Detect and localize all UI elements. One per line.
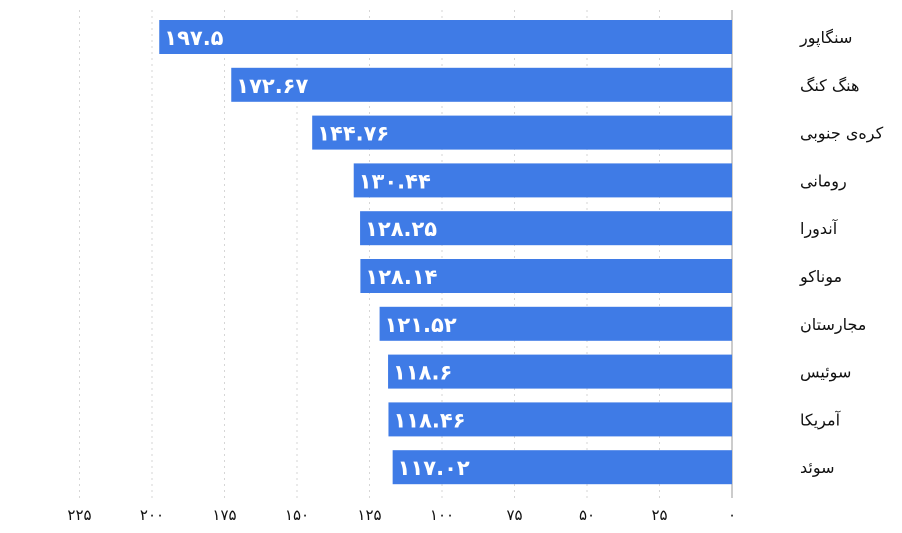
bar-7 [388,354,732,389]
bar-6 [379,306,732,341]
x-tick-label: ۵۰ [579,506,595,524]
bar-8 [388,402,732,437]
category-label: آمریکا [800,410,842,430]
category-label: کره‌ی جنوبی [800,124,884,144]
bar-1 [231,67,732,102]
category-labels: سنگاپور هنگ کنگ کره‌ی جنوبی رومانی آندورا مون… [799,28,884,478]
bar-value-label: ۱۱۷.۰۲ [398,456,470,480]
x-tick-label: ۱۰۰ [430,506,454,524]
bar-2 [312,115,732,150]
x-tick-label: ۲۲۵ [67,506,91,524]
category-label: آندورا [800,219,839,239]
category-label: مجارستان [800,315,866,335]
bar-value-label: ۱۹۷.۵ [164,26,223,50]
x-tick-label: ۷۵ [506,506,522,524]
category-label: سنگاپور [799,28,852,48]
bar-value-label: ۱۲۸.۱۴ [365,265,437,289]
x-axis-ticks: ۰ ۲۵ ۵۰ ۷۵ ۱۰۰ ۱۲۵ ۱۵۰ ۱۷۵ ۲۰۰ ۲۲۵ [67,506,736,524]
bars [159,20,732,485]
x-tick-label: ۱۷۵ [212,506,236,524]
bar-value-label: ۱۲۱.۵۲ [385,313,457,337]
x-tick-label: ۱۲۵ [357,506,381,524]
category-label: سوئیس [800,363,851,383]
category-label: موناکو [799,267,842,287]
bar-4 [360,211,732,246]
category-label: هنگ کنگ [800,76,859,95]
bar-value-label: ۱۲۸.۲۵ [365,217,437,241]
bar-5 [360,259,732,293]
category-label: سوئد [800,458,835,478]
bar-9 [392,450,732,485]
bar-value-labels: ۱۹۷.۵ ۱۷۲.۶۷ ۱۴۴.۷۶ ۱۳۰.۴۴ ۱۲۸.۲۵ ۱۲۸.۱۴ ۱۲۱.۵… [164,26,470,480]
bar-0 [159,20,732,54]
bar-value-label: ۱۳۰.۴۴ [359,169,431,193]
bar-3 [353,163,732,198]
bar-value-label: ۱۷۲.۶۷ [236,74,308,98]
category-label: رومانی [800,171,847,191]
bar-value-label: ۱۱۸.۴۶ [393,408,465,432]
x-tick-label: ۱۵۰ [285,506,309,524]
x-tick-label: ۲۵ [651,506,667,524]
bar-value-label: ۱۴۴.۷۶ [317,122,389,146]
x-tick-label: ۰ [728,506,736,524]
bar-value-label: ۱۱۸.۶ [393,361,452,385]
x-tick-label: ۲۰۰ [140,506,164,524]
